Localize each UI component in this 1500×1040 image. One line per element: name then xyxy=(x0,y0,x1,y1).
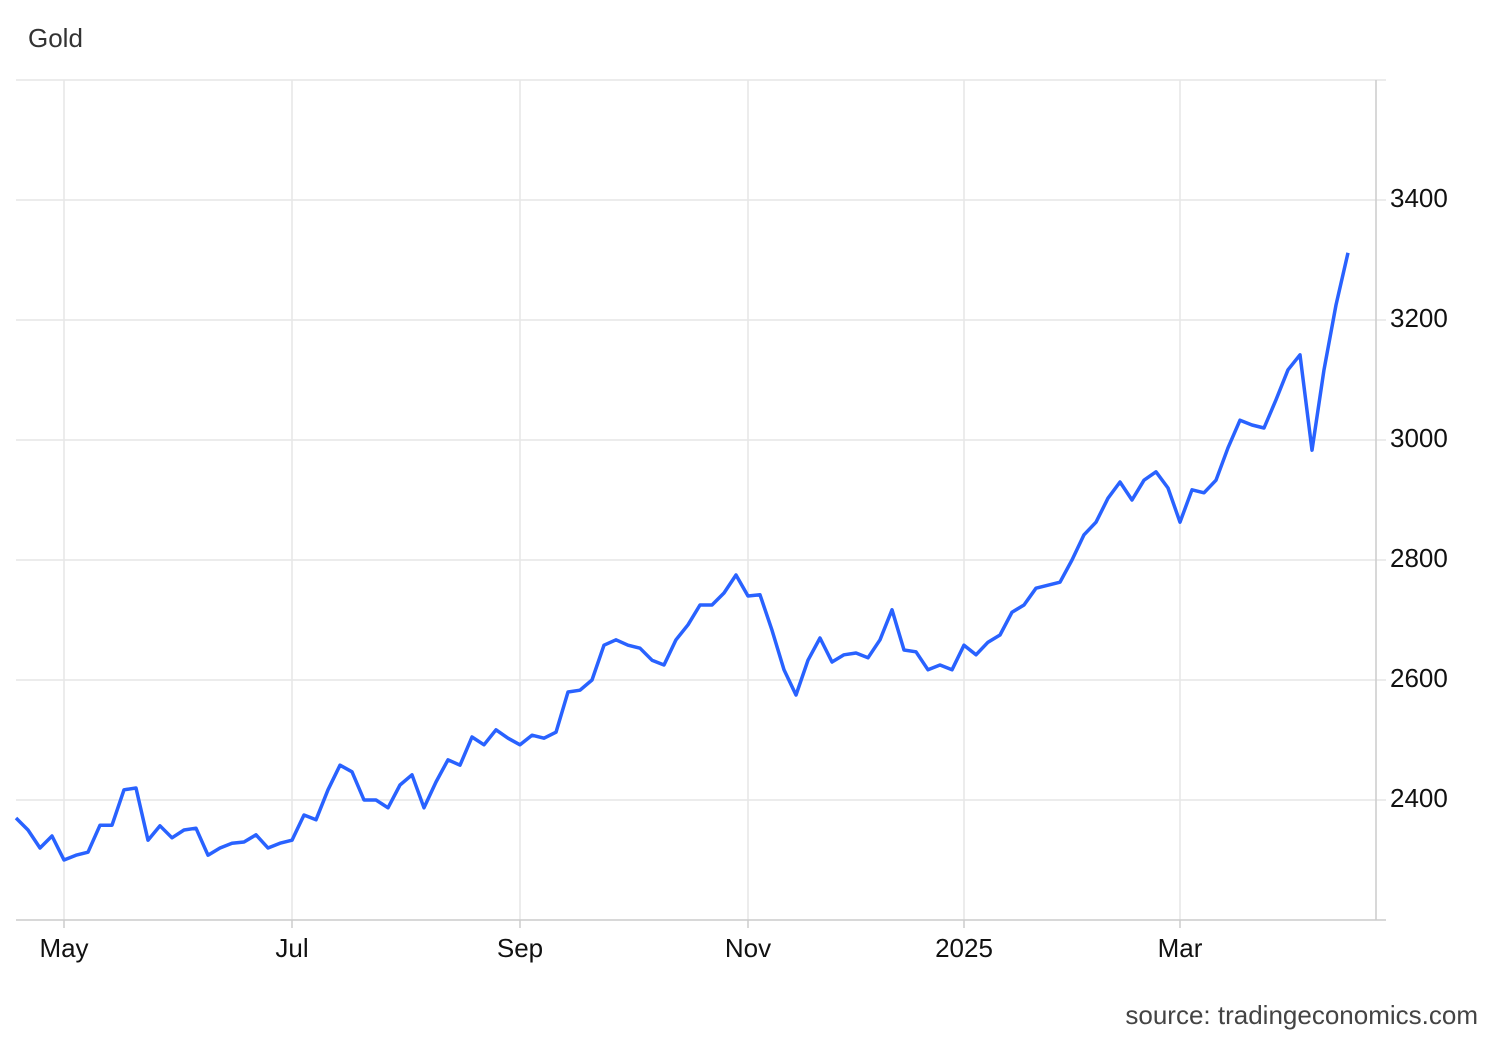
x-tick-label: Jul xyxy=(275,933,308,963)
x-tick-label: Mar xyxy=(1158,933,1203,963)
y-tick-label: 3200 xyxy=(1390,303,1448,333)
y-tick-label: 2800 xyxy=(1390,543,1448,573)
price-line xyxy=(14,252,1350,862)
source-note: source: tradingeconomics.com xyxy=(1125,1000,1478,1030)
y-tick-label: 3400 xyxy=(1390,183,1448,213)
x-tick-label: Nov xyxy=(725,933,771,963)
y-tick-label: 3000 xyxy=(1390,423,1448,453)
y-tick-label: 2400 xyxy=(1390,783,1448,813)
y-tick-label: 2600 xyxy=(1390,663,1448,693)
x-tick-label: May xyxy=(39,933,88,963)
x-tick-label: Sep xyxy=(497,933,543,963)
chart-title: Gold xyxy=(28,23,83,53)
x-tick-label: 2025 xyxy=(935,933,993,963)
